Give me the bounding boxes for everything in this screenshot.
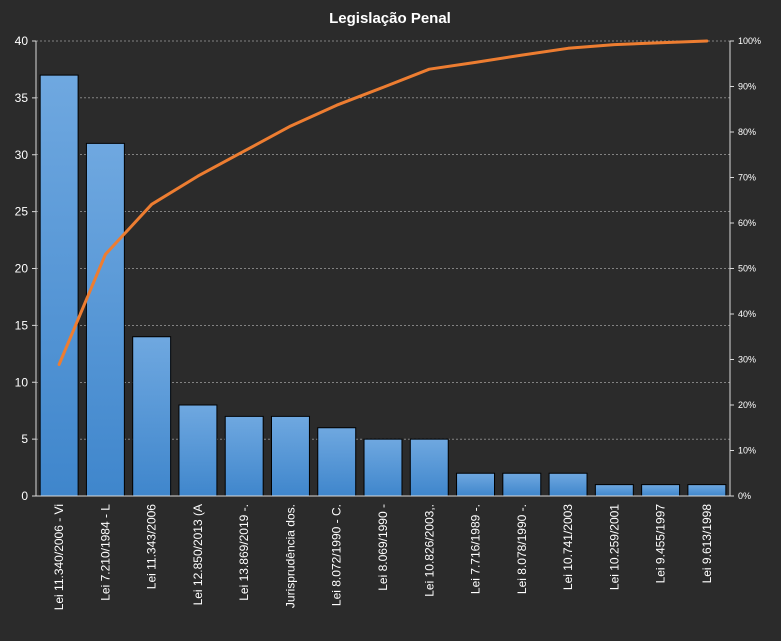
bar-5 (224, 415, 264, 497)
left-tick-label: 15 (15, 318, 29, 332)
left-tick-label: 20 (15, 262, 29, 276)
category-label-5: Lei 13.869/2019 -. (237, 504, 251, 601)
category-label-8: Lei 8.069/1990 - (376, 504, 390, 591)
left-tick-label: 5 (21, 432, 28, 446)
category-label-2: Lei 7.210/1984 - L (98, 504, 112, 601)
left-tick-label: 10 (15, 375, 29, 389)
left-tick-label: 40 (15, 34, 29, 48)
category-label-6: Jurisprudência dos. (283, 504, 297, 608)
right-tick-label: 60% (738, 218, 756, 228)
right-tick-label: 70% (738, 173, 756, 183)
category-label-9: Lei 10.826/2003,. (422, 504, 436, 597)
bars (39, 74, 727, 497)
bar-6 (270, 415, 310, 497)
category-label-10: Lei 7.716/1989 -. (469, 504, 483, 594)
bar-3 (132, 336, 172, 497)
left-tick-label: 0 (21, 489, 28, 503)
axes (32, 40, 734, 497)
category-label-3: Lei 11.343/2006 (145, 504, 159, 590)
bar-15 (687, 484, 727, 497)
bar-1 (39, 74, 79, 497)
chart-title: Legislação Penal (329, 10, 451, 27)
right-tick-label: 20% (738, 400, 756, 410)
bar-7 (317, 427, 357, 497)
bar-2 (85, 142, 125, 497)
category-label-4: Lei 12.850/2013 (A (191, 504, 205, 605)
category-labels: Lei 11.340/2006 - Vi Lei 7.210/1984 - L Le… (52, 504, 714, 611)
left-tick-label: 25 (15, 205, 29, 219)
category-label-15: Lei 9.613/1998 (700, 504, 714, 584)
left-tick-label: 35 (15, 91, 29, 105)
category-label-1: Lei 11.340/2006 - Vi (52, 504, 66, 610)
right-tick-label: 100% (738, 36, 761, 46)
right-tick-label: 10% (738, 446, 756, 456)
category-label-13: Lei 10.259/2001 (607, 504, 621, 590)
cumulative-line (57, 39, 709, 366)
left-tick-label: 30 (15, 148, 29, 162)
category-label-12: Lei 10.741/2003 (561, 504, 575, 590)
right-tick-label: 0% (738, 491, 751, 501)
category-label-7: Lei 8.072/1990 - C. (330, 504, 344, 606)
right-tick-label: 40% (738, 309, 756, 319)
bar-14 (641, 484, 681, 497)
category-label-14: Lei 9.455/1997 (654, 504, 668, 584)
bar-8 (363, 438, 403, 497)
tick-labels: 0 5 10 15 20 25 30 35 40 0% 10% 20% 30% 40% 50% 60% 70% 8… (15, 34, 761, 503)
bar-9 (409, 438, 449, 497)
bar-13 (594, 484, 634, 497)
bar-4 (178, 404, 218, 497)
bar-12 (548, 472, 588, 497)
bar-11 (502, 472, 542, 497)
right-tick-label: 30% (738, 355, 756, 365)
right-tick-label: 50% (738, 264, 756, 274)
bar-10 (456, 472, 496, 497)
right-tick-label: 80% (738, 127, 756, 137)
cumulative-line-layer (57, 39, 709, 366)
right-tick-label: 90% (738, 82, 756, 92)
category-label-11: Lei 8.078/1990 -. (515, 504, 529, 594)
